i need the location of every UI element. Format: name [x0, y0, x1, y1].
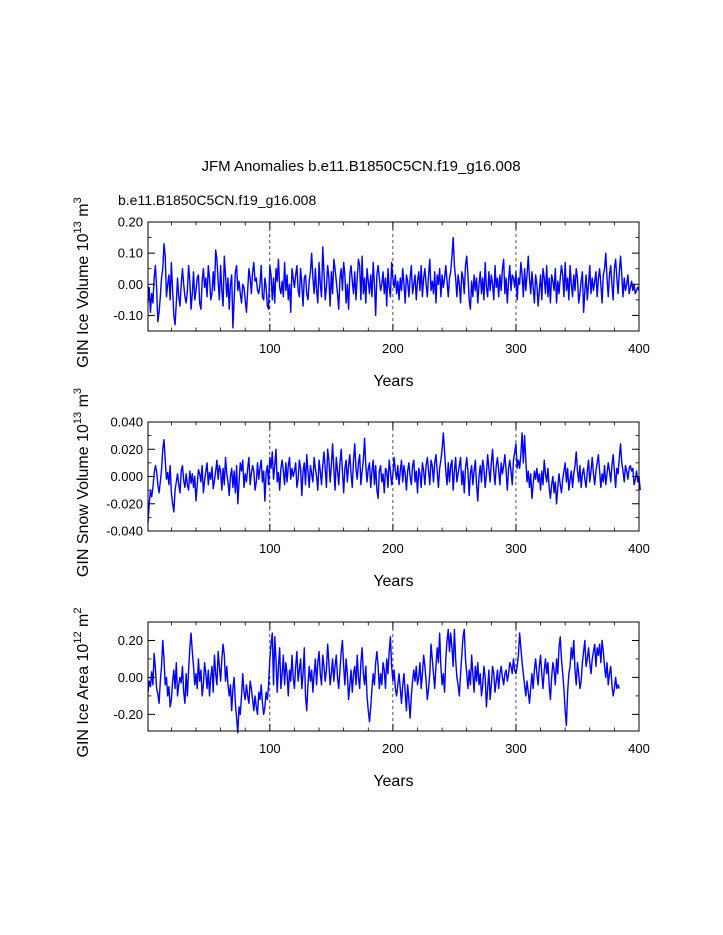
x-tick-label-100: 100: [259, 741, 281, 756]
x-tick-label-200: 200: [382, 741, 404, 756]
y-tick-label--0.20: -0.20: [113, 707, 143, 722]
x-tick-label-100: 100: [259, 341, 281, 356]
y-tick-label--0.040: -0.040: [106, 524, 143, 539]
panel-snow-volume: 100 200 300 400 -0.040 -0.020 0.000 0.020 0.040 Y…: [72, 388, 650, 590]
y-tick-label-0.000: 0.000: [110, 469, 143, 484]
x-tick-label-200: 200: [382, 541, 404, 556]
case-label: b.e11.B1850C5CN.f19_g16.008: [118, 192, 316, 208]
y-axis-title-pre: GIN Ice Area 10: [75, 644, 92, 758]
y-tick-label-0.20: 0.20: [118, 215, 143, 230]
x-axis-title: Years: [373, 573, 413, 590]
y-tick-label--0.020: -0.020: [106, 496, 143, 511]
y-tick-label-0.00: 0.00: [118, 277, 143, 292]
y-axis-title-exp1: 12: [72, 631, 84, 643]
y-tick-label-0.00: 0.00: [118, 670, 143, 685]
x-tick-label-400: 400: [628, 741, 650, 756]
figure-title: JFM Anomalies b.e11.B1850C5CN.f19_g16.00…: [201, 158, 520, 175]
y-axis-title-exp1: 13: [72, 412, 84, 424]
y-axis-title-exp2: 3: [72, 197, 84, 203]
panel-ice-area: 100 200 300 400 -0.20 0.00 0.20 Years GIN Ice Ar…: [72, 608, 650, 791]
x-axis-title: Years: [373, 773, 413, 790]
y-axis-title-pre: GIN Snow Volume 10: [75, 424, 92, 577]
x-tick-label-300: 300: [505, 341, 527, 356]
y-axis-title: GIN Ice Volume 1013 m3: [72, 197, 92, 367]
y-axis-title-exp1: 13: [72, 221, 84, 233]
y-axis-title-mid: m: [75, 394, 92, 412]
y-tick-label-0.20: 0.20: [118, 633, 143, 648]
plot-frame: [147, 221, 640, 332]
y-axis-title-pre: GIN Ice Volume 10: [75, 233, 92, 367]
y-axis-title-mid: m: [75, 614, 92, 632]
panels: 100 200 300 400 -0.10 0.00 0.10 0.20 Years GIN Ic…: [72, 197, 650, 790]
y-axis-title-exp2: 3: [72, 388, 84, 394]
y-axis-title-mid: m: [75, 203, 92, 221]
y-tick-label-0.020: 0.020: [110, 442, 143, 457]
series-line-ice-area: [147, 628, 620, 734]
y-tick-label--0.10: -0.10: [113, 308, 143, 323]
series-line-snow-volume: [147, 432, 641, 523]
y-axis-title: GIN Ice Area 1012 m2: [72, 608, 92, 758]
series-line-ice-volume: [147, 236, 640, 329]
x-axis-title: Years: [373, 373, 413, 390]
plot-frame: [147, 621, 640, 732]
x-tick-label-100: 100: [259, 541, 281, 556]
x-tick-label-300: 300: [505, 541, 527, 556]
y-tick-label-0.10: 0.10: [118, 246, 143, 261]
x-tick-label-200: 200: [382, 341, 404, 356]
x-tick-label-300: 300: [505, 741, 527, 756]
x-tick-label-400: 400: [628, 341, 650, 356]
y-tick-label-0.040: 0.040: [110, 415, 143, 430]
x-tick-label-400: 400: [628, 541, 650, 556]
y-axis-title: GIN Snow Volume 1013 m3: [72, 388, 92, 577]
panel-ice-volume: 100 200 300 400 -0.10 0.00 0.10 0.20 Years GIN Ic…: [72, 197, 650, 390]
y-axis-title-exp2: 2: [72, 608, 84, 614]
